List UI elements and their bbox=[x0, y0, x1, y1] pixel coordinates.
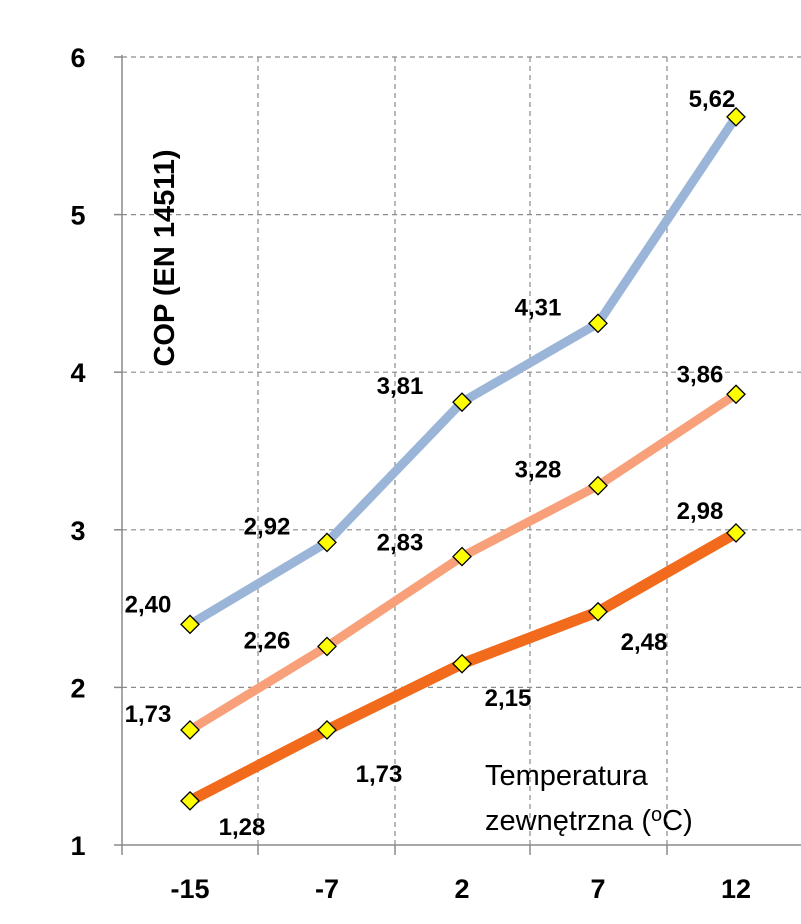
series-0-point-4 bbox=[726, 106, 746, 127]
series-2-label-1: 1,73 bbox=[356, 761, 403, 788]
series-0-label-4: 5,62 bbox=[689, 86, 736, 113]
series-1-label-3: 3,28 bbox=[515, 457, 562, 484]
y-tick-label-5: 5 bbox=[70, 201, 85, 231]
series-0-label-3: 4,31 bbox=[515, 294, 562, 321]
series-1-point-4 bbox=[726, 384, 746, 405]
series-2-label-3: 2,48 bbox=[621, 629, 668, 656]
series-1-label-4: 3,86 bbox=[677, 361, 724, 388]
x-tick-label-3: 7 bbox=[590, 874, 605, 904]
series-0-point-2 bbox=[452, 392, 472, 413]
x-axis-title-line-2: zewnętrzna (oC) bbox=[485, 804, 693, 837]
axes bbox=[114, 55, 801, 855]
x-tick-label-2: 2 bbox=[454, 874, 469, 904]
series-2-label-4: 2,98 bbox=[677, 498, 724, 525]
x-tick-labels: -15 -7 2 7 12 bbox=[170, 874, 751, 904]
series-2-point-2 bbox=[452, 653, 472, 674]
series-0-label-2: 3,81 bbox=[377, 373, 424, 400]
y-tick-label-1: 1 bbox=[70, 831, 85, 861]
x-tick-label-4: 12 bbox=[721, 874, 751, 904]
y-tick-labels: 1 2 3 4 5 6 bbox=[70, 43, 85, 861]
series-1-point-2 bbox=[452, 546, 472, 567]
x-axis-title: Temperatura zewnętrzna (oC) bbox=[485, 760, 693, 837]
x-axis-title-unit: C) bbox=[662, 805, 693, 837]
y-tick-label-2: 2 bbox=[70, 673, 85, 703]
x-tick-label-0: -15 bbox=[170, 874, 209, 904]
x-axis-title-superscript: o bbox=[651, 804, 662, 826]
series-2-point-1 bbox=[317, 720, 337, 740]
series-0-label-1: 2,92 bbox=[244, 513, 291, 540]
series-1-point-3 bbox=[588, 475, 608, 496]
series-2-point-3 bbox=[588, 601, 608, 622]
x-axis-title-line-1: Temperatura bbox=[485, 760, 649, 792]
y-axis-title: COP (EN 14511) bbox=[149, 149, 181, 366]
series-2-point-0 bbox=[180, 790, 200, 811]
x-axis-title-main: zewnętrzna ( bbox=[485, 805, 651, 837]
series-1-point-1 bbox=[317, 636, 337, 657]
series-1-label-0: 1,73 bbox=[125, 701, 172, 728]
x-tick-label-1: -7 bbox=[315, 874, 339, 904]
series-2-label-0: 1,28 bbox=[219, 814, 266, 841]
series-1-label-2: 2,83 bbox=[377, 530, 424, 557]
series-2-label-2: 2,15 bbox=[485, 685, 532, 712]
y-tick-label-6: 6 bbox=[70, 43, 85, 73]
series-2-point-4 bbox=[726, 523, 746, 543]
series-0-point-3 bbox=[588, 313, 608, 334]
series-0-label-0: 2,40 bbox=[125, 591, 172, 618]
series-0-point-0 bbox=[180, 614, 200, 635]
y-tick-label-3: 3 bbox=[70, 516, 85, 546]
data-labels: 2,40 2,92 3,81 4,31 5,62 1,73 2,26 2,83 3,28 3,86… bbox=[125, 86, 736, 841]
series-1-point-0 bbox=[180, 720, 200, 740]
series-markers bbox=[180, 106, 746, 811]
series-1-label-1: 2,26 bbox=[244, 627, 291, 654]
y-tick-label-4: 4 bbox=[70, 358, 85, 388]
series-0-point-1 bbox=[317, 532, 337, 553]
